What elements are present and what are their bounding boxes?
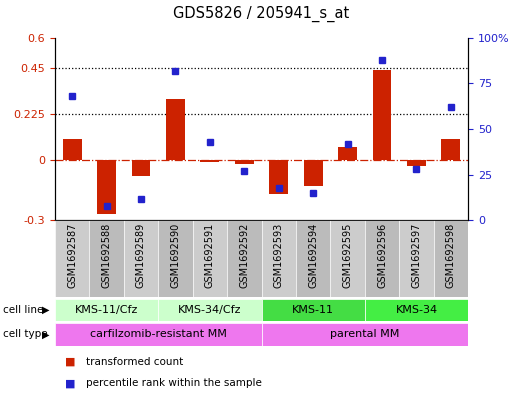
Text: KMS-11: KMS-11 bbox=[292, 305, 334, 315]
Bar bbox=[158, 220, 192, 297]
Bar bbox=[63, 139, 82, 160]
Text: GSM1692598: GSM1692598 bbox=[446, 223, 456, 288]
Bar bbox=[399, 220, 434, 297]
Text: GSM1692593: GSM1692593 bbox=[274, 223, 283, 288]
Bar bbox=[97, 160, 116, 215]
Text: GSM1692589: GSM1692589 bbox=[136, 223, 146, 288]
Bar bbox=[296, 220, 331, 297]
Text: ■: ■ bbox=[65, 356, 76, 367]
Bar bbox=[365, 220, 399, 297]
Bar bbox=[235, 160, 254, 163]
Text: carfilzomib-resistant MM: carfilzomib-resistant MM bbox=[90, 329, 226, 340]
Bar bbox=[407, 160, 426, 165]
Bar bbox=[365, 299, 468, 321]
Text: cell line: cell line bbox=[3, 305, 43, 315]
Bar bbox=[124, 220, 158, 297]
Text: KMS-34: KMS-34 bbox=[395, 305, 438, 315]
Text: ▶: ▶ bbox=[42, 329, 50, 340]
Bar bbox=[372, 70, 392, 160]
Text: cell type: cell type bbox=[3, 329, 47, 340]
Text: percentile rank within the sample: percentile rank within the sample bbox=[86, 378, 262, 388]
Text: GSM1692587: GSM1692587 bbox=[67, 223, 77, 288]
Text: ■: ■ bbox=[65, 378, 76, 388]
Bar bbox=[200, 160, 219, 162]
Text: parental MM: parental MM bbox=[330, 329, 400, 340]
Bar bbox=[304, 160, 323, 186]
Bar bbox=[227, 220, 262, 297]
Text: GSM1692592: GSM1692592 bbox=[240, 223, 249, 288]
Bar bbox=[192, 220, 227, 297]
Bar bbox=[269, 160, 288, 194]
Text: GSM1692596: GSM1692596 bbox=[377, 223, 387, 288]
Bar bbox=[262, 323, 468, 346]
Bar bbox=[262, 220, 296, 297]
Bar bbox=[158, 299, 262, 321]
Bar bbox=[338, 147, 357, 160]
Text: GSM1692591: GSM1692591 bbox=[205, 223, 215, 288]
Text: transformed count: transformed count bbox=[86, 356, 184, 367]
Bar bbox=[55, 220, 89, 297]
Text: GSM1692588: GSM1692588 bbox=[101, 223, 111, 288]
Bar bbox=[434, 220, 468, 297]
Text: GSM1692594: GSM1692594 bbox=[308, 223, 318, 288]
Text: ▶: ▶ bbox=[42, 305, 50, 315]
Text: GSM1692595: GSM1692595 bbox=[343, 223, 353, 288]
Bar bbox=[262, 299, 365, 321]
Text: KMS-11/Cfz: KMS-11/Cfz bbox=[75, 305, 138, 315]
Bar bbox=[55, 299, 158, 321]
Text: GDS5826 / 205941_s_at: GDS5826 / 205941_s_at bbox=[174, 6, 349, 22]
Bar bbox=[55, 323, 262, 346]
Bar bbox=[166, 99, 185, 160]
Bar bbox=[441, 139, 460, 160]
Text: GSM1692590: GSM1692590 bbox=[170, 223, 180, 288]
Bar bbox=[89, 220, 124, 297]
Bar bbox=[331, 220, 365, 297]
Bar bbox=[131, 160, 151, 176]
Text: KMS-34/Cfz: KMS-34/Cfz bbox=[178, 305, 242, 315]
Text: GSM1692597: GSM1692597 bbox=[412, 223, 422, 288]
